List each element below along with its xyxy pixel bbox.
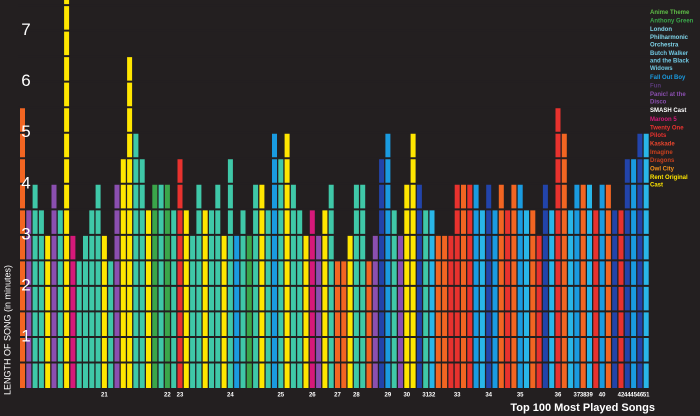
bar — [120, 158, 126, 388]
legend-entry: Fall Out Boy — [650, 74, 686, 80]
bar — [76, 260, 82, 388]
bar — [429, 209, 435, 388]
bar — [524, 209, 529, 388]
bar — [309, 209, 315, 388]
bar — [20, 107, 25, 389]
bar — [183, 209, 189, 388]
y-axis-label: LENGTH OF SONG (in minutes) — [2, 265, 12, 395]
bar — [227, 158, 233, 388]
x-tick-label: 30 — [403, 393, 410, 399]
bar — [492, 209, 498, 388]
y-tick-label: 6 — [21, 71, 30, 90]
bar — [139, 158, 145, 388]
x-tick-label: 24 — [227, 393, 234, 399]
x-tick-label: 38 — [580, 393, 587, 399]
bar — [108, 260, 114, 388]
bar — [89, 209, 95, 388]
x-tick-label: 42 — [618, 393, 625, 399]
x-tick-label: 45 — [630, 393, 637, 399]
y-tick-label: 7 — [21, 20, 30, 39]
x-tick-label: 31 — [422, 393, 429, 399]
bar — [631, 158, 637, 388]
legend-entry: Owl City — [650, 166, 675, 172]
y-tick-label: 1 — [21, 326, 30, 345]
bar — [568, 209, 574, 388]
legend-entry: Imagine Dragons — [650, 150, 675, 164]
bar — [391, 209, 397, 388]
bar — [530, 209, 536, 388]
bar — [341, 260, 347, 388]
bar — [555, 107, 561, 389]
legend-entry: London Philharmonic Orchestra — [650, 27, 689, 48]
bar — [335, 260, 340, 388]
bar — [240, 209, 246, 388]
x-tick-label: 32 — [429, 393, 436, 399]
legend-entry: Rent Original Cast — [650, 175, 688, 189]
legend-entry: Twenty One Pilots — [650, 125, 684, 139]
y-tick-label: 3 — [21, 224, 30, 243]
legend-entry: Maroon 5 — [650, 116, 677, 122]
x-tick-label: 51 — [643, 393, 650, 399]
bar — [322, 209, 328, 388]
bar — [549, 209, 555, 388]
bar — [202, 209, 208, 388]
bar — [423, 209, 429, 388]
bar — [177, 158, 183, 388]
bar — [57, 209, 63, 388]
legend-entry: Panic! at the Disco — [650, 92, 686, 106]
x-tick-label: 27 — [334, 393, 341, 399]
x-tick-label: 37 — [574, 393, 581, 399]
bar — [171, 209, 177, 388]
bar — [146, 209, 151, 388]
y-tick-label: 5 — [21, 122, 30, 141]
bar — [127, 56, 133, 388]
x-tick-label: 36 — [555, 393, 562, 399]
bar — [379, 158, 385, 388]
x-tick-label: 35 — [517, 393, 524, 399]
bar — [278, 158, 284, 388]
x-tick-label: 25 — [277, 393, 284, 399]
legend-entry: Butch Walker and the Black Widows — [650, 51, 690, 72]
x-tick-label: 46 — [637, 393, 644, 399]
x-tick-label: 39 — [586, 393, 593, 399]
y-tick-label: 2 — [21, 275, 30, 294]
x-tick-label: 33 — [454, 393, 461, 399]
x-tick-label: 44 — [624, 393, 631, 399]
x-tick-label: 28 — [353, 393, 360, 399]
bar — [38, 209, 44, 388]
bar — [624, 158, 630, 388]
bar — [366, 260, 372, 388]
bar — [593, 209, 599, 388]
bar — [297, 209, 303, 388]
bar — [505, 209, 511, 388]
bar — [618, 209, 624, 388]
legend-entry: Anime Theme — [650, 10, 690, 16]
x-axis-label: Top 100 Most Played Songs — [510, 402, 655, 414]
bar — [265, 209, 271, 388]
x-tick-label: 26 — [309, 393, 316, 399]
bar — [612, 209, 618, 388]
legend-entry: Kaskade — [650, 141, 675, 147]
bar — [479, 209, 485, 388]
x-tick-label: 29 — [385, 393, 392, 399]
legend-entry: Fun — [650, 83, 661, 89]
x-tick-label: 23 — [177, 393, 184, 399]
legend-entry: Anthony Green — [650, 18, 694, 24]
x-tick-label: 22 — [164, 393, 171, 399]
x-tick-label: 40 — [599, 393, 606, 399]
bar — [64, 0, 70, 388]
bar — [209, 209, 214, 388]
legend-entry: SMASH Cast — [650, 108, 686, 114]
bar — [26, 209, 32, 388]
x-tick-label: 34 — [485, 393, 492, 399]
x-tick-label: 21 — [101, 393, 108, 399]
y-tick-label: 4 — [21, 173, 30, 192]
